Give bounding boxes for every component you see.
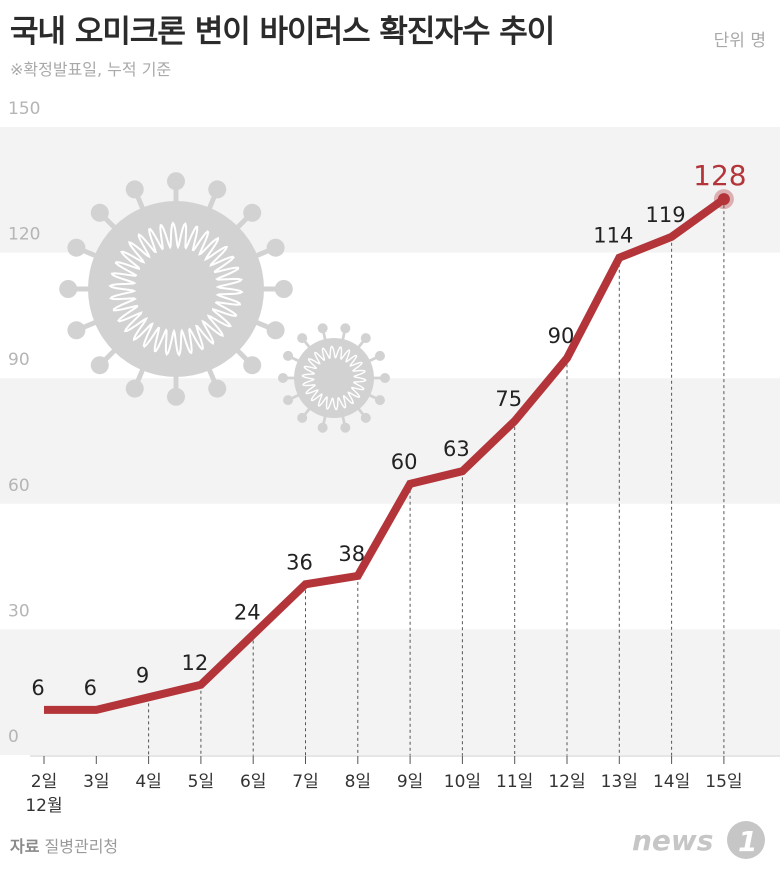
logo-text: news xyxy=(632,824,713,857)
data-label: 24 xyxy=(234,601,261,625)
data-label: 119 xyxy=(646,203,686,227)
x-tick-label: 8일 xyxy=(345,772,371,792)
unit-label: 단위 명 xyxy=(713,31,766,51)
y-tick-label: 0 xyxy=(8,727,19,747)
chart-subtitle: ※확정발표일, 누적 기준 xyxy=(10,60,172,79)
data-label: 63 xyxy=(443,437,470,461)
data-label: 9 xyxy=(136,663,149,687)
virus-illustration-large xyxy=(59,172,293,406)
data-label: 128 xyxy=(693,159,746,192)
x-tick-label: 11일 xyxy=(496,772,533,792)
x-tick-label: 3일 xyxy=(83,772,109,792)
news1-logo: news 1 xyxy=(632,821,765,859)
data-label: 36 xyxy=(286,550,313,574)
y-axis-ticks: 0 30 60 90 120 150 xyxy=(8,99,40,747)
x-tick-label: 15일 xyxy=(705,772,742,792)
chart-title: 국내 오미크론 변이 바이러스 확진자수 추이 xyxy=(10,14,555,50)
x-tick-label: 4일 xyxy=(135,772,161,792)
x-tick-label: 2일 xyxy=(31,772,57,792)
data-labels: 6 6 9 12 24 36 38 60 63 75 90 114 119 128 xyxy=(31,159,746,700)
x-tick-label: 14일 xyxy=(653,772,690,792)
svg-text:1: 1 xyxy=(738,825,757,858)
x-tick-label: 6일 xyxy=(240,772,266,792)
month-label: 12월 xyxy=(25,796,62,816)
x-tick-label: 10일 xyxy=(444,772,481,792)
y-tick-label: 90 xyxy=(8,350,30,370)
end-marker xyxy=(717,193,730,206)
x-tick-label: 12일 xyxy=(548,772,585,792)
y-tick-label: 150 xyxy=(8,99,40,119)
drop-lines xyxy=(148,199,725,756)
grid-band xyxy=(0,629,780,755)
virus-illustration-small xyxy=(278,323,390,433)
data-label: 75 xyxy=(495,387,522,411)
x-tick-label: 7일 xyxy=(292,772,318,792)
source-label: 자료 xyxy=(10,837,40,856)
y-tick-label: 30 xyxy=(8,601,30,621)
data-label: 12 xyxy=(182,651,209,675)
data-label: 6 xyxy=(84,676,97,700)
y-tick-label: 60 xyxy=(8,476,30,496)
data-label: 38 xyxy=(338,542,365,566)
data-label: 90 xyxy=(548,324,575,348)
line-chart: 0 30 60 90 120 150 2일 3일 4일 5일 6일 7일 8일 9일 10일 11일 12일 1… xyxy=(0,99,780,816)
x-axis-ticks: 2일 3일 4일 5일 6일 7일 8일 9일 10일 11일 12일 13일 14일 15일 12월 xyxy=(25,756,743,816)
source-value: 질병관리청 xyxy=(44,837,119,856)
series-line xyxy=(44,195,727,714)
x-tick-label: 5일 xyxy=(188,772,214,792)
source-note: 자료 질병관리청 xyxy=(10,833,118,857)
y-tick-label: 120 xyxy=(8,225,40,245)
x-tick-label: 9일 xyxy=(397,772,423,792)
x-tick-label: 13일 xyxy=(601,772,638,792)
data-label: 60 xyxy=(391,450,418,474)
data-label: 6 xyxy=(31,676,44,700)
data-label: 114 xyxy=(593,224,633,248)
grid-band xyxy=(0,378,780,504)
